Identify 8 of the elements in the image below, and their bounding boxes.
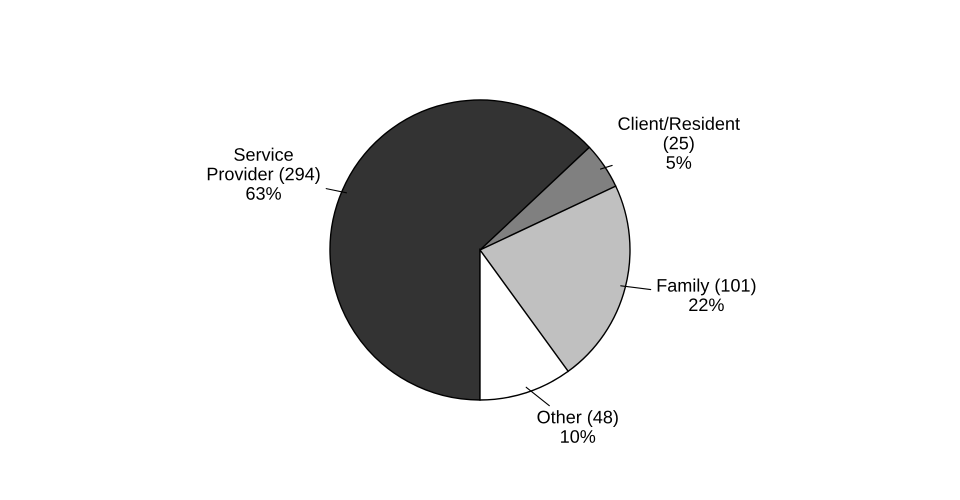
data-label: 63%	[246, 187, 281, 200]
slice-label: Client/Resident (25)	[618, 116, 740, 154]
slice-label: Other (48)	[537, 410, 618, 428]
slice-label: Family (101)	[658, 278, 756, 296]
data-label: 22%	[689, 298, 724, 312]
data-label: 5%	[666, 156, 692, 169]
data-label: 10%	[561, 430, 596, 443]
slice-label: Service Provider (294)	[208, 148, 320, 184]
